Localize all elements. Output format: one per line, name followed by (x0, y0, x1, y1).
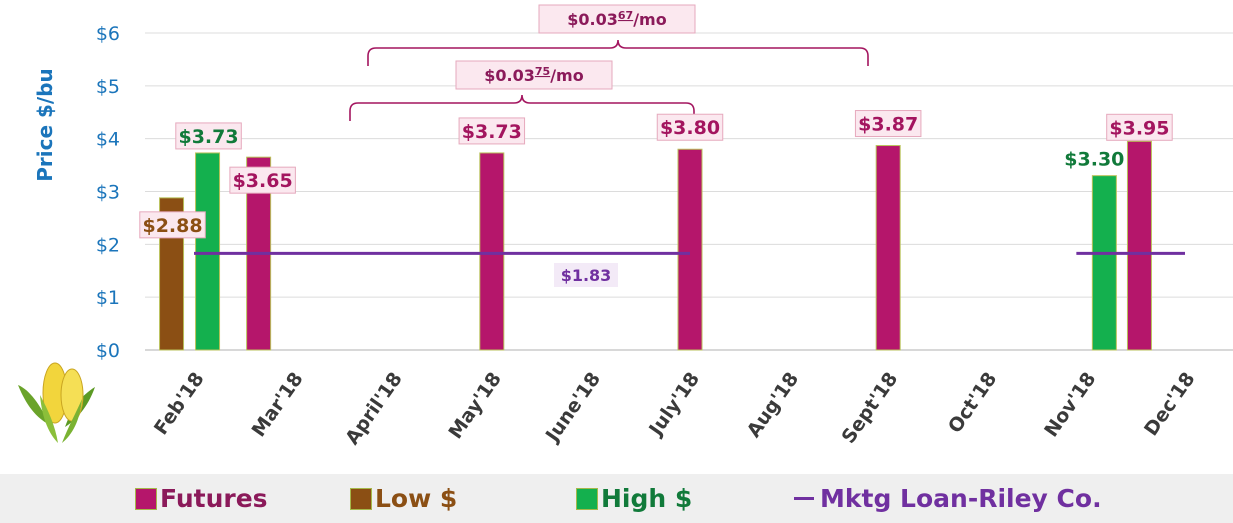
legend-swatch-high (576, 487, 598, 510)
brace-upper (367, 39, 869, 66)
bar-futures (875, 145, 901, 351)
legend-item-loan: Mktg Loan-Riley Co. (794, 484, 1102, 513)
x-tick-label: May'18 (444, 368, 505, 443)
x-tick-label: Sept'18 (838, 368, 903, 447)
x-axis: Feb'18 Mar'18 April'18 May'18 June'18 July'18… (150, 368, 1200, 449)
loan-label-group: $1.83 (554, 263, 618, 287)
x-tick-label: April'18 (341, 368, 407, 449)
legend-item-high: High $ (576, 484, 692, 513)
annotation-lower-box (455, 60, 613, 90)
annotation-upper-box (538, 4, 696, 34)
label-futures-box (458, 117, 526, 145)
label-high-box (175, 122, 242, 150)
legend-swatch-loan (794, 497, 814, 500)
y-tick-label: $5 (96, 76, 120, 98)
y-tick-label: $1 (96, 287, 120, 309)
bar-futures (677, 148, 703, 351)
bar-high (195, 152, 221, 351)
label-futures-box (854, 110, 922, 138)
annotation-upper: $0.0367/mo (538, 4, 696, 34)
legend-item-futures: Futures (135, 484, 268, 513)
legend-label-loan: Mktg Loan-Riley Co. (820, 484, 1102, 513)
loan-line: $1.83 (194, 251, 1185, 287)
x-tick-label: Mar'18 (248, 368, 308, 441)
label-high-group: $3.73 (175, 122, 242, 150)
label-futures: $3.65 (233, 170, 293, 192)
label-futures: $3.80 (660, 117, 720, 139)
annotation-lower-suffix: /mo (550, 66, 584, 85)
legend-label-high: High $ (601, 484, 693, 513)
label-futures: $3.73 (462, 121, 522, 143)
label-high: $3.30 (1064, 149, 1124, 171)
annotation-upper-sup: 67 (618, 9, 633, 22)
bars (159, 140, 1152, 351)
legend-label-low: Low $ (375, 484, 458, 513)
annotation-upper-text: $0.0367/mo (567, 9, 666, 29)
label-low: $2.88 (142, 215, 202, 237)
label-high-group: $3.30 (1064, 149, 1124, 171)
legend-swatch-futures (135, 487, 157, 510)
label-futures-box (1106, 113, 1173, 141)
bar-futures (479, 152, 505, 351)
x-tick-label: Oct'18 (944, 368, 1001, 437)
x-tick-label: Dec'18 (1140, 368, 1199, 440)
y-tick-label: $4 (96, 129, 120, 151)
y-axis-label: Price $/bu (33, 68, 57, 182)
y-tick-label: $2 (96, 234, 120, 256)
x-tick-label: Nov'18 (1040, 368, 1100, 441)
label-futures-group: $3.80 (656, 113, 724, 141)
annotation-lower-sup: 75 (535, 65, 550, 78)
label-futures-group: $3.65 (229, 166, 296, 194)
x-tick-label: Feb'18 (150, 368, 209, 439)
label-futures-box (656, 113, 724, 141)
label-high: $3.73 (178, 126, 238, 148)
price-chart: $0$1$2$3$4$5$6 Price $/bu $1.83 $0.0367/… (18, 4, 1233, 449)
corn-icon (18, 362, 95, 443)
y-axis: $0 $1 $2 $3 $4 $5 $6 (96, 23, 120, 362)
spread-annotations: $0.0367/mo$0.0375/mo (349, 4, 869, 121)
bar-high (1091, 175, 1117, 351)
y-tick-label: $3 (96, 182, 120, 204)
annotation-lower-text: $0.0375/mo (484, 65, 583, 85)
label-futures-group: $3.87 (854, 110, 922, 138)
label-futures-box (229, 166, 296, 194)
label-futures-group: $3.95 (1106, 113, 1173, 141)
annotation-upper-base: $0.03 (567, 10, 618, 29)
data-labels: $2.88 $3.73 $3.65 $3.73 $3.80 $3.87 $3.30 $3.95 (139, 110, 1173, 239)
legend: Futures Low $ High $ Mktg Loan-Riley Co. (0, 474, 1233, 523)
annotation-lower: $0.0375/mo (455, 60, 613, 90)
y-tick-label: $6 (96, 23, 120, 45)
label-futures: $3.87 (858, 114, 918, 136)
bar-futures (1126, 140, 1152, 351)
x-tick-label: June'18 (540, 368, 605, 447)
legend-label-futures: Futures (160, 484, 268, 513)
legend-item-low: Low $ (350, 484, 457, 513)
label-low-box (139, 211, 206, 239)
label-futures: $3.95 (1109, 117, 1169, 139)
brace-lower (349, 94, 695, 121)
y-tick-label: $0 (96, 340, 120, 362)
annotation-lower-base: $0.03 (484, 66, 535, 85)
label-low-group: $2.88 (139, 211, 206, 239)
label-futures-group: $3.73 (458, 117, 526, 145)
legend-swatch-low (350, 487, 372, 510)
loan-label: $1.83 (561, 266, 612, 285)
x-tick-label: July'18 (644, 368, 704, 441)
loan-label-box (554, 263, 618, 287)
x-tick-label: Aug'18 (743, 368, 804, 441)
annotation-upper-suffix: /mo (633, 10, 667, 29)
